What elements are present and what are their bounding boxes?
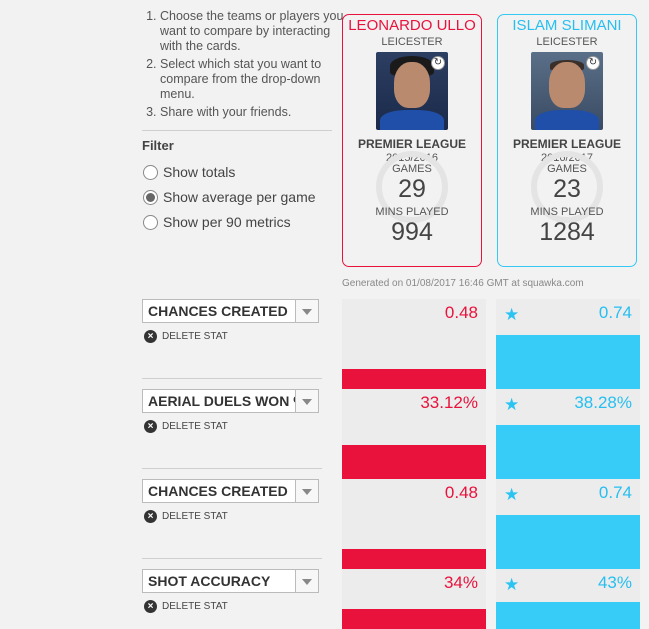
stat-dropdown-value: CHANCES CREATED	[148, 483, 288, 499]
rotate-icon[interactable]: ↻	[586, 56, 600, 70]
games-label: GAMES	[392, 163, 432, 175]
stat-value-left: 34%	[443, 573, 478, 592]
rotate-icon[interactable]: ↻	[431, 56, 445, 70]
mins-label: MINS PLAYED	[375, 206, 449, 218]
delete-stat-label: DELETE STAT	[162, 601, 228, 612]
divider	[142, 558, 322, 559]
player-card-left[interactable]: LEONARDO ULLO LEICESTER ↻ PREMIER LEAGUE…	[342, 14, 482, 267]
stat-value-left: 0.48	[444, 303, 478, 322]
player-name: ISLAM SLIMANI	[512, 17, 622, 34]
stat-value-left: 0.48	[444, 483, 478, 502]
radio-label: Show per 90 metrics	[163, 214, 291, 230]
stat-dropdown-value: AERIAL DUELS WON %	[148, 393, 295, 409]
stat-dropdown-value: CHANCES CREATED	[148, 303, 288, 319]
stat-bar-right: ★ 43%	[496, 569, 640, 629]
player-photo: ↻	[531, 52, 603, 130]
star-icon: ★	[504, 305, 520, 324]
stat-bar-right: ★ 38.28%	[496, 389, 640, 479]
stat-value-right: 0.74	[598, 483, 632, 502]
star-icon: ★	[504, 395, 520, 414]
radio-button[interactable]	[143, 164, 158, 180]
star-icon: ★	[504, 575, 520, 594]
games-ring	[376, 151, 448, 223]
star-icon: ★	[504, 485, 520, 504]
bar-fill-right	[496, 425, 640, 479]
bar-fill-left	[342, 369, 486, 389]
player-club: LEICESTER	[381, 36, 443, 48]
delete-stat-button[interactable]: × DELETE STAT	[144, 600, 228, 613]
delete-stat-label: DELETE STAT	[162, 511, 228, 522]
stat-bar-left: 33.12%	[342, 389, 486, 479]
close-circle-icon: ×	[144, 600, 157, 613]
delete-stat-button[interactable]: × DELETE STAT	[144, 420, 228, 433]
radio-button-checked[interactable]	[143, 189, 158, 205]
close-circle-icon: ×	[144, 330, 157, 343]
stat-value-left: 33.12%	[420, 393, 478, 412]
delete-stat-button[interactable]: × DELETE STAT	[144, 330, 228, 343]
chevron-down-icon[interactable]	[295, 390, 318, 412]
instruction-item: Select which stat you want to compare fr…	[160, 57, 355, 102]
instructions-list: Choose the teams or players you want to …	[142, 9, 355, 123]
mins-value: 994	[391, 218, 433, 246]
mins-value: 1284	[539, 218, 595, 246]
stat-dropdown[interactable]: SHOT ACCURACY	[142, 569, 319, 593]
bar-fill-left	[342, 609, 486, 629]
radio-label: Show average per game	[163, 189, 316, 205]
games-label: GAMES	[547, 163, 587, 175]
stat-value-right: 43%	[597, 573, 632, 592]
generated-note: Generated on 01/08/2017 16:46 GMT at squ…	[342, 278, 584, 289]
player-card-right[interactable]: ISLAM SLIMANI LEICESTER ↻ PREMIER LEAGUE…	[497, 14, 637, 267]
radio-show-per-90[interactable]: Show per 90 metrics	[143, 214, 291, 230]
player-club: LEICESTER	[536, 36, 598, 48]
instruction-item: Share with your friends.	[160, 105, 355, 120]
player-photo: ↻	[376, 52, 448, 130]
bar-fill-right	[496, 602, 640, 629]
chevron-down-icon[interactable]	[295, 570, 318, 592]
chevron-down-icon[interactable]	[295, 480, 318, 502]
bar-fill-left	[342, 445, 486, 479]
divider	[142, 130, 332, 131]
bar-fill-right	[496, 335, 640, 389]
games-value: 23	[553, 175, 581, 203]
delete-stat-label: DELETE STAT	[162, 331, 228, 342]
games-ring	[531, 151, 603, 223]
delete-stat-label: DELETE STAT	[162, 421, 228, 432]
radio-button[interactable]	[143, 214, 158, 230]
instruction-item: Choose the teams or players you want to …	[160, 9, 355, 54]
stat-dropdown[interactable]: AERIAL DUELS WON %	[142, 389, 319, 413]
mins-label: MINS PLAYED	[530, 206, 604, 218]
radio-show-average[interactable]: Show average per game	[143, 189, 316, 205]
radio-show-totals[interactable]: Show totals	[143, 164, 235, 180]
bar-fill-left	[342, 549, 486, 569]
divider	[142, 468, 322, 469]
games-value: 29	[398, 175, 426, 203]
league-name: PREMIER LEAGUE	[512, 137, 621, 151]
stat-bar-left: 0.48	[342, 479, 486, 569]
radio-label: Show totals	[163, 164, 236, 180]
close-circle-icon: ×	[144, 420, 157, 433]
filter-title: Filter	[142, 138, 174, 153]
stat-dropdown[interactable]: CHANCES CREATED	[142, 299, 319, 323]
stat-bar-right: ★ 0.74	[496, 479, 640, 569]
chevron-down-icon[interactable]	[295, 300, 318, 322]
stat-value-right: 0.74	[598, 303, 632, 322]
divider	[142, 378, 322, 379]
stat-bar-right: ★ 0.74	[496, 299, 640, 389]
close-circle-icon: ×	[144, 510, 157, 523]
delete-stat-button[interactable]: × DELETE STAT	[144, 510, 228, 523]
stat-dropdown-value: SHOT ACCURACY	[148, 573, 271, 589]
player-name: LEONARDO ULLO	[348, 17, 476, 34]
stat-value-right: 38.28%	[574, 393, 632, 412]
bar-fill-right	[496, 515, 640, 569]
stat-dropdown[interactable]: CHANCES CREATED	[142, 479, 319, 503]
stat-bar-left: 0.48	[342, 299, 486, 389]
league-name: PREMIER LEAGUE	[357, 137, 466, 151]
stat-bar-left: 34%	[342, 569, 486, 629]
